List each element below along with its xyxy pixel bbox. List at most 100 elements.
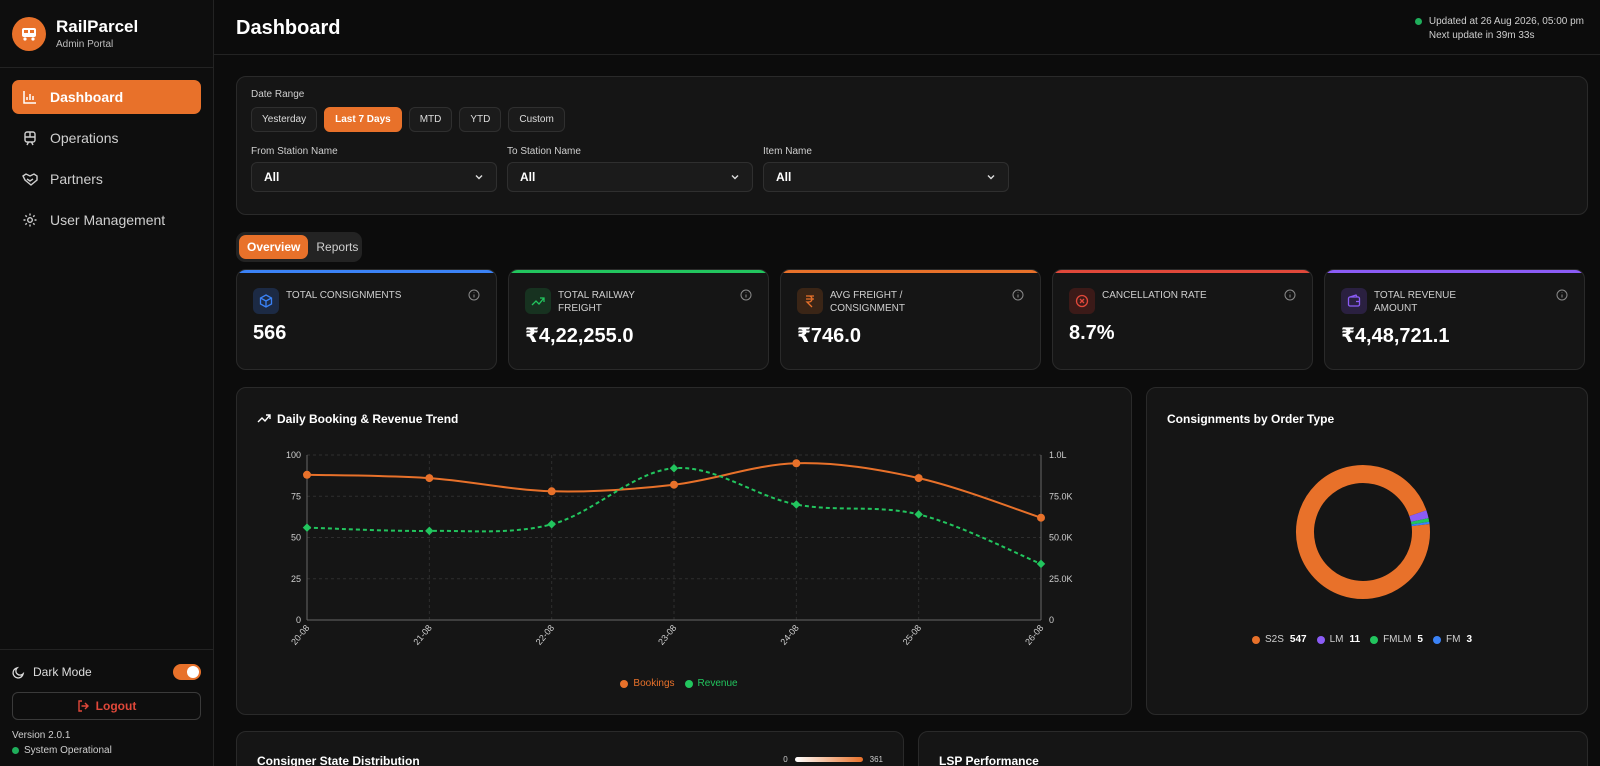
data-point-revenue <box>425 526 434 536</box>
y-left-tick-label: 0 <box>296 615 301 625</box>
status-dot-icon <box>12 747 19 754</box>
from-station-label: From Station Name <box>251 146 338 157</box>
legend-label: Revenue <box>697 678 738 689</box>
sidebar-footer: Dark Mode Logout Version 2.0.1 System Op… <box>0 649 213 766</box>
y-left-tick-label: 75 <box>291 491 301 501</box>
data-point-revenue <box>547 520 556 529</box>
chevron-down-icon <box>987 175 995 180</box>
from-station-select[interactable]: All <box>251 162 497 192</box>
y-right-tick-label: 0 <box>1049 615 1054 625</box>
info-icon[interactable] <box>1012 289 1024 301</box>
status-dot-icon <box>1414 18 1422 25</box>
dark-mode-toggle[interactable] <box>173 664 201 680</box>
tab-overview[interactable]: Overview <box>239 235 309 259</box>
data-point-bookings <box>792 459 801 468</box>
y-left-tick-label: 50 <box>291 533 301 543</box>
y-right-tick-label: 1.0L <box>1049 450 1067 460</box>
y-left-tick-label: 25 <box>291 574 301 584</box>
kpi-title: TOTAL RAILWAY FREIGHT <box>558 290 635 314</box>
lsp-performance-panel: LSP Performance <box>918 731 1588 766</box>
data-point-revenue <box>302 523 312 532</box>
rupee-icon <box>797 288 823 314</box>
train-logo-icon <box>12 16 46 51</box>
order-type-panel: Consignments by Order Type S2S 547 LM 11 F… <box>1146 387 1588 715</box>
info-icon[interactable] <box>1556 289 1568 301</box>
sidebar-nav: Dashboard Operations Partners User Manag… <box>0 68 213 256</box>
sidebar-item-label: Partners <box>50 171 103 187</box>
sidebar-item-label: Dashboard <box>50 89 124 105</box>
wallet-icon <box>1341 288 1367 314</box>
range-chip-yesterday[interactable]: Yesterday <box>251 107 318 132</box>
trend-up-icon <box>525 288 551 314</box>
trend-legend: Bookings Revenue <box>237 678 1131 689</box>
update-status: Updated at 26 Aug 2026, 05:00 pm Next up… <box>1414 15 1584 43</box>
range-chip-mtd[interactable]: MTD <box>408 107 453 132</box>
tab-reports[interactable]: Reports <box>316 240 359 254</box>
donut-slice-lm <box>1409 510 1429 522</box>
kpi-value: 566 <box>253 322 287 344</box>
kpi-card-total-railway-freight: TOTAL RAILWAY FREIGHT ₹4,22,255.0 <box>508 269 769 370</box>
sidebar-item-partners[interactable]: Partners <box>12 162 201 196</box>
moon-icon <box>12 666 25 679</box>
legend-item-fm: FM 3 <box>1432 634 1472 645</box>
item-name-select[interactable]: All <box>763 162 1009 192</box>
legend-item-revenue[interactable]: Revenue <box>684 678 738 689</box>
data-point-bookings <box>670 480 678 489</box>
y-right-tick-label: 25.0K <box>1049 574 1073 584</box>
range-chip-custom[interactable]: Custom <box>508 107 565 132</box>
x-tick-label: 23-08 <box>656 623 678 647</box>
sidebar-item-dashboard[interactable]: Dashboard <box>12 80 201 114</box>
kpi-title: TOTAL REVENUE AMOUNT <box>1374 290 1457 314</box>
system-status: System Operational <box>12 745 201 756</box>
date-range-chips: Yesterday Last 7 Days MTD YTD Custom <box>251 107 1573 132</box>
sidebar-item-user-management[interactable]: User Management <box>12 203 201 237</box>
trend-up-icon <box>257 414 271 423</box>
box-icon <box>253 288 279 314</box>
order-type-title: Consignments by Order Type <box>1167 412 1335 426</box>
order-type-legend: S2S 547 LM 11 FMLM 5 FM 3 <box>1147 634 1587 645</box>
data-point-bookings <box>1037 513 1045 522</box>
from-station-value: All <box>264 170 280 184</box>
legend-item-bookings[interactable]: Bookings <box>620 678 675 689</box>
logout-icon <box>77 700 89 712</box>
item-name-value: All <box>776 170 792 184</box>
legend-item-s2s: S2S 547 <box>1252 634 1307 645</box>
logout-label: Logout <box>95 699 137 713</box>
updated-at: Updated at 26 Aug 2026, 05:00 pm <box>1428 16 1584 27</box>
x-tick-label: 20-08 <box>289 623 311 647</box>
legend-item-fmlm: FMLM 5 <box>1370 634 1423 645</box>
sidebar-item-operations[interactable]: Operations <box>12 121 201 155</box>
range-chip-last-7-days[interactable]: Last 7 Days <box>324 107 402 132</box>
handshake-icon <box>22 173 38 186</box>
y-left-tick-label: 100 <box>286 450 301 460</box>
trend-chart-panel: Daily Booking & Revenue Trend 0 0 25 25.0K 5… <box>236 387 1132 715</box>
to-station-select[interactable]: All <box>507 162 753 192</box>
top-bar: Dashboard Updated at 26 Aug 2026, 05:00 … <box>214 0 1600 55</box>
to-station-value: All <box>520 170 536 184</box>
y-right-tick-label: 50.0K <box>1049 533 1073 543</box>
info-icon[interactable] <box>740 289 752 301</box>
data-point-bookings <box>547 487 556 496</box>
lsp-performance-title: LSP Performance <box>939 754 1039 766</box>
item-name-label: Item Name <box>763 146 812 157</box>
brand-subtitle: Admin Portal <box>56 39 114 50</box>
data-point-bookings <box>425 474 434 483</box>
data-point-revenue <box>792 500 801 509</box>
x-tick-label: 25-08 <box>901 623 923 647</box>
consignor-scale: 0 361 <box>783 755 883 764</box>
legend-dot-icon <box>620 679 629 688</box>
order-type-donut <box>1296 465 1430 599</box>
x-tick-label: 22-08 <box>534 623 556 647</box>
x-tick-label: 24-08 <box>778 623 800 647</box>
data-point-revenue <box>669 463 679 473</box>
sidebar-item-label: Operations <box>50 130 119 146</box>
info-icon[interactable] <box>1284 289 1296 301</box>
info-icon[interactable] <box>468 289 480 301</box>
logout-button[interactable]: Logout <box>12 692 201 720</box>
system-status-text: System Operational <box>24 745 112 756</box>
range-chip-ytd[interactable]: YTD <box>459 107 502 132</box>
kpi-card-total-revenue: TOTAL REVENUE AMOUNT ₹4,48,721.1 <box>1324 269 1585 370</box>
next-update: Next update in 39m 33s <box>1428 30 1535 41</box>
trend-chart-title: Daily Booking & Revenue Trend <box>257 412 458 426</box>
train-icon <box>24 131 36 146</box>
